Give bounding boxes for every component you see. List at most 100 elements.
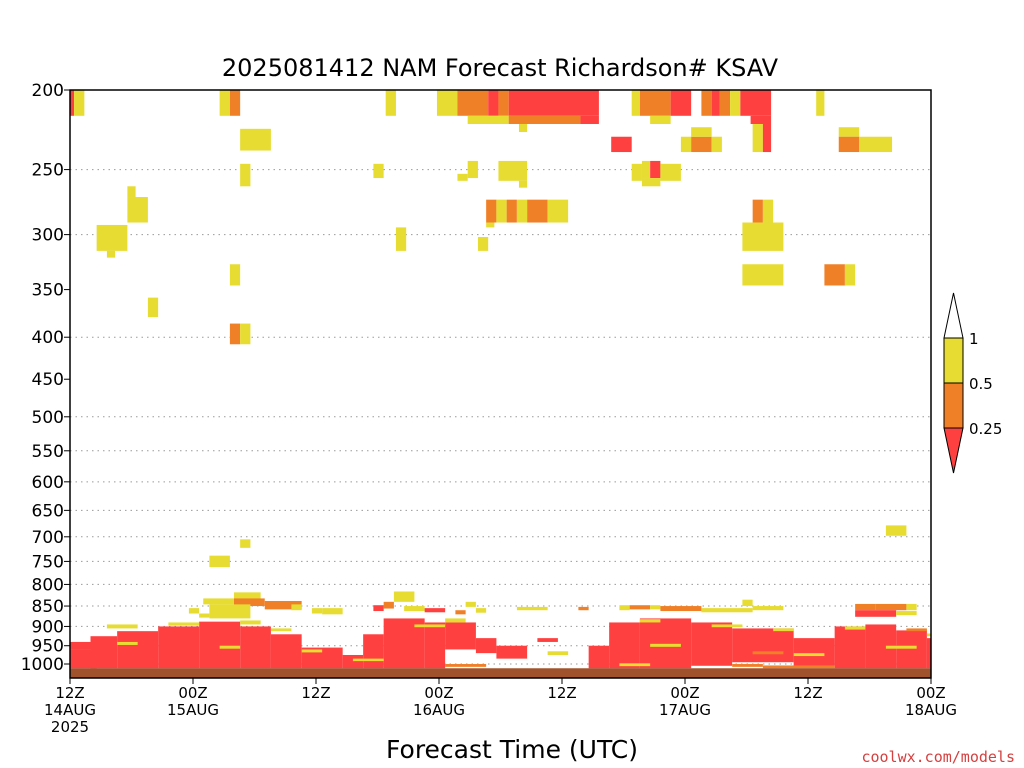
ri-cell xyxy=(395,227,407,251)
ri-cell xyxy=(498,90,509,116)
ri-cell xyxy=(70,641,91,650)
ri-cell xyxy=(670,90,692,116)
ri-cell xyxy=(117,641,138,645)
ri-cell xyxy=(906,628,927,632)
ri-cell xyxy=(588,645,610,669)
ri-cell xyxy=(158,626,200,669)
ri-cell xyxy=(885,645,917,649)
ri-cell xyxy=(859,136,893,153)
ri-cell xyxy=(127,186,136,198)
ri-cell xyxy=(896,611,917,616)
ri-cell xyxy=(631,163,642,181)
ri-cell xyxy=(373,163,384,179)
ri-cell xyxy=(240,323,251,345)
ri-cell xyxy=(240,163,251,187)
ri-cell xyxy=(701,90,712,116)
ri-cell xyxy=(199,613,210,618)
ri-cell xyxy=(240,626,271,669)
ri-cell xyxy=(219,645,241,649)
ri-cell xyxy=(639,618,692,669)
plot-background xyxy=(70,90,931,678)
ri-cell xyxy=(793,653,825,657)
ri-cell xyxy=(537,638,558,642)
ri-cell xyxy=(508,115,581,124)
ri-cell xyxy=(926,638,931,669)
ri-cell xyxy=(96,224,128,251)
plot-area xyxy=(69,89,932,679)
ri-cell xyxy=(701,608,753,613)
ri-cell xyxy=(750,115,772,124)
ri-cell xyxy=(264,600,302,610)
ri-cell xyxy=(639,90,671,116)
ri-cell xyxy=(844,626,866,630)
ri-cell xyxy=(393,591,415,602)
ri-cell xyxy=(838,127,860,137)
x-tick-label: 18AUG xyxy=(905,701,957,719)
ri-cell xyxy=(611,136,632,153)
x-tick-label: 00Z xyxy=(916,684,945,702)
ri-cell xyxy=(752,606,784,611)
ri-cell xyxy=(641,178,661,187)
ri-cell xyxy=(445,618,466,623)
x-tick-label: 16AUG xyxy=(413,701,465,719)
plot-frame xyxy=(69,89,932,679)
ri-cell xyxy=(363,634,384,669)
ri-cell xyxy=(719,90,731,116)
ri-cell xyxy=(650,115,671,124)
x-tick-label: 12Z xyxy=(301,684,330,702)
ri-cell xyxy=(691,136,712,153)
ri-cell xyxy=(234,592,261,601)
y-tick-label: 550 xyxy=(32,442,64,462)
ri-cell xyxy=(711,624,743,628)
y-tick-label: 400 xyxy=(32,328,64,348)
ri-cell xyxy=(465,601,476,607)
ri-cell xyxy=(619,663,651,667)
ri-cell xyxy=(680,136,692,153)
ri-cell xyxy=(203,598,234,605)
colorbar-bottom-arrow xyxy=(943,427,964,474)
ri-cell xyxy=(844,264,856,286)
ri-cell xyxy=(496,199,507,223)
ri-cell xyxy=(229,264,241,286)
ri-cell xyxy=(506,199,517,223)
ri-cell xyxy=(742,599,753,607)
ground-band xyxy=(70,668,931,678)
ri-cell xyxy=(793,638,835,666)
ri-cell xyxy=(199,621,241,669)
ri-cell xyxy=(477,236,489,251)
ri-cell xyxy=(619,605,630,611)
ri-cell xyxy=(455,610,466,615)
ri-cell xyxy=(547,651,569,655)
y-tick-label: 950 xyxy=(32,637,64,657)
ri-cell xyxy=(752,651,784,655)
ri-cell xyxy=(467,160,478,179)
ri-cell xyxy=(609,622,640,669)
x-tick-label: 14AUG xyxy=(44,701,96,719)
ri-cell xyxy=(240,620,261,625)
ri-cell xyxy=(742,264,784,286)
ri-cell xyxy=(209,555,230,568)
ri-cell xyxy=(885,525,907,536)
x-axis-title: Forecast Time (UTC) xyxy=(386,735,638,764)
ri-cell xyxy=(322,608,343,615)
ri-cell xyxy=(475,608,487,613)
ri-cell xyxy=(762,123,772,153)
ri-cell xyxy=(188,608,200,614)
x-tick-label: 00Z xyxy=(178,684,207,702)
ri-cell xyxy=(875,603,907,611)
ri-cell xyxy=(580,115,599,124)
ri-cell xyxy=(445,664,487,667)
ri-cell xyxy=(70,90,75,116)
ri-cell xyxy=(824,264,845,286)
colorbar-top-arrow xyxy=(943,292,964,339)
ri-cell xyxy=(631,90,640,116)
ri-cell xyxy=(834,626,866,669)
ri-cell xyxy=(527,199,548,223)
ri-cell xyxy=(424,608,446,613)
ri-cell xyxy=(732,628,794,663)
ri-cell xyxy=(641,160,651,179)
chart-title: 2025081412 NAM Forecast Richardson# KSAV xyxy=(222,54,779,82)
ri-cell xyxy=(855,610,897,617)
